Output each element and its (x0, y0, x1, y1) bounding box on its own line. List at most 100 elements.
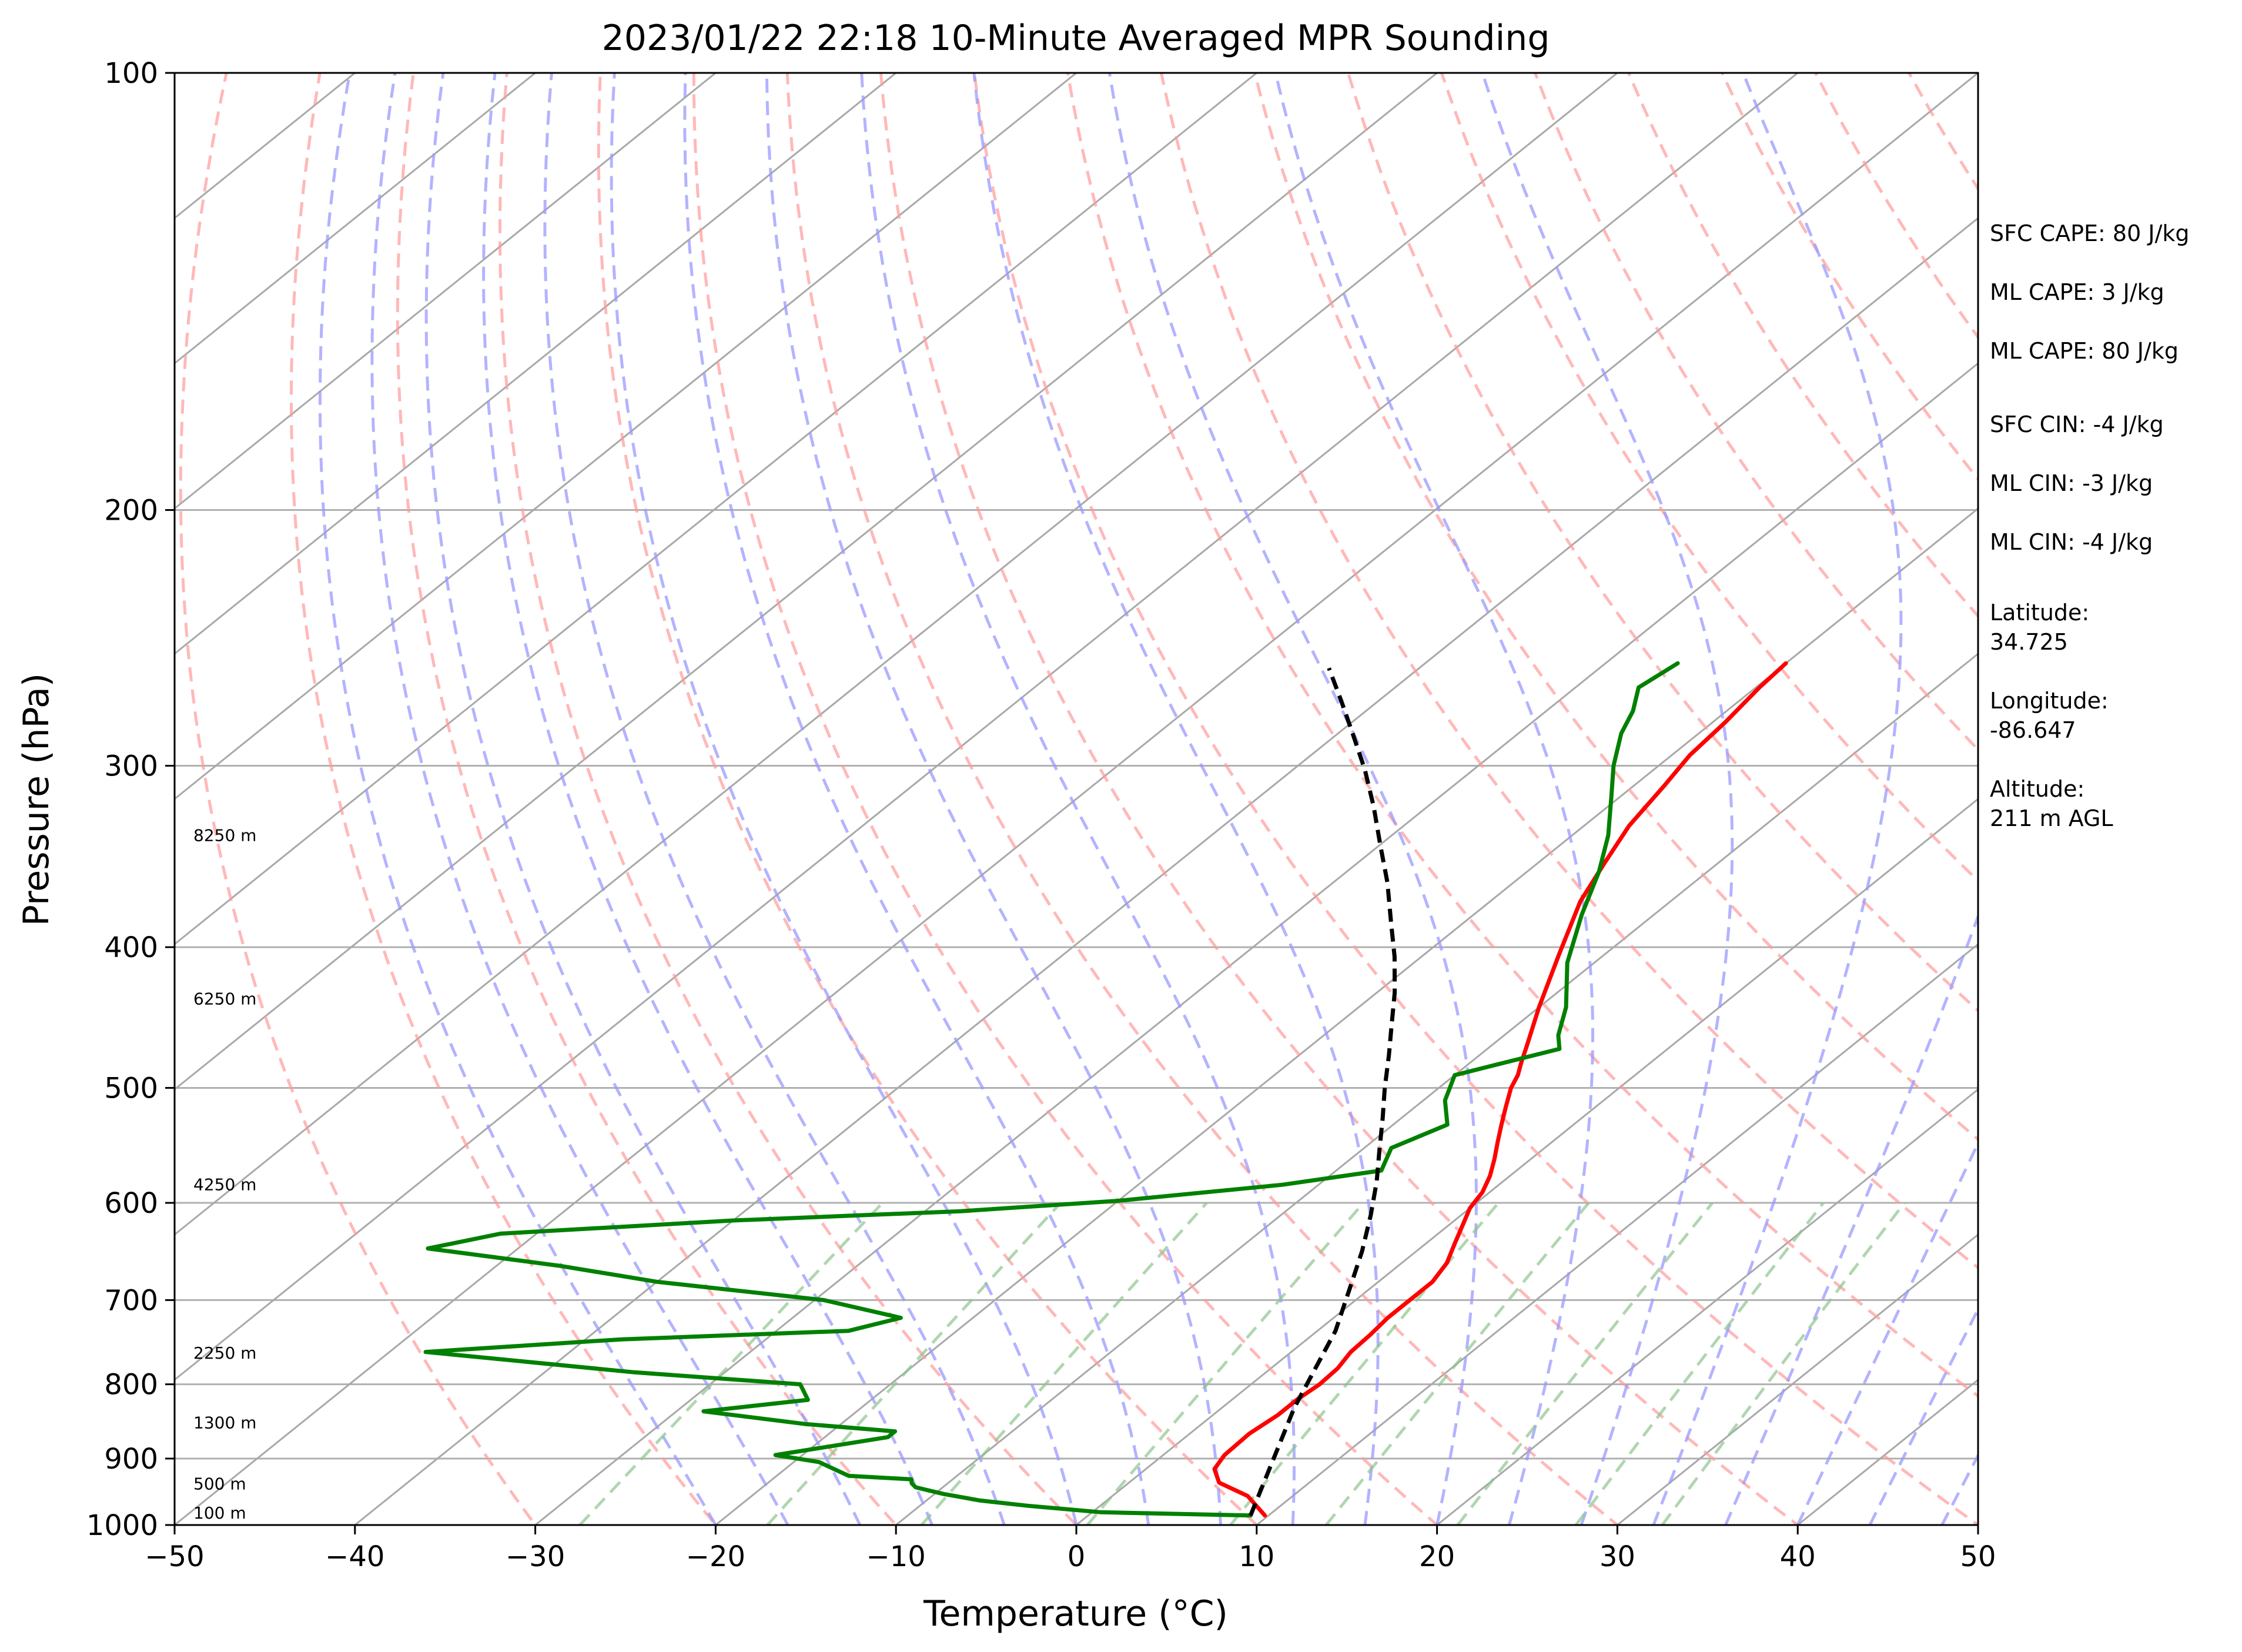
stats-line: Latitude: (1990, 600, 2089, 626)
dry-adiabat (1721, 73, 1978, 481)
mixing-ratio-line (1325, 1202, 1590, 1525)
x-axis-ticks: −50 −40 −30 −20 −10 0 10 20 30 40 50 (145, 1525, 1996, 1573)
dry-adiabat (289, 73, 718, 1525)
dry-adiabat (1534, 73, 1978, 752)
moist-adiabat (1107, 73, 1478, 1525)
stats-line: SFC CAPE: 80 J/kg (1990, 220, 2190, 246)
stats-line: ML CAPE: 80 J/kg (1990, 338, 2179, 364)
moist-adiabat (1796, 1139, 1978, 1525)
chart-title: 2023/01/22 22:18 10-Minute Averaged MPR … (602, 18, 1550, 59)
y-tick-label: 700 (104, 1284, 158, 1317)
height-labels: 8250 m 6250 m 4250 m 2250 m 1300 m 500 m 100 m (193, 825, 256, 1523)
dry-adiabat (972, 73, 1978, 1525)
moist-adiabat (370, 73, 789, 1525)
isotherm-line (175, 73, 897, 655)
mixing-ratio-line (1456, 1202, 1714, 1525)
parcel-profile-line (1249, 667, 1397, 1517)
stats-line: ML CIN: -4 J/kg (1990, 529, 2153, 555)
height-label: 6250 m (193, 989, 256, 1008)
dry-adiabat (1253, 73, 1978, 1142)
mixing-ratio-line (1229, 1202, 1500, 1525)
moist-adiabat (972, 73, 1380, 1525)
moist-adiabat (1868, 1306, 1978, 1525)
y-tick-label: 300 (104, 750, 158, 782)
reference-lines (175, 73, 1978, 1525)
stats-line: Altitude: (1990, 776, 2084, 802)
stats-line: Longitude: (1990, 688, 2109, 714)
isotherm-line (175, 73, 536, 364)
dry-adiabat (1066, 73, 1978, 1398)
isotherm-line (175, 73, 1978, 1525)
x-tick-label: −30 (506, 1540, 565, 1573)
stats-line: 211 m AGL (1990, 805, 2113, 831)
x-tick-label: −10 (866, 1540, 926, 1573)
stats-line: -86.647 (1990, 717, 2076, 743)
mixing-ratio-line (1574, 1202, 1825, 1525)
x-tick-label: 30 (1599, 1540, 1635, 1573)
isotherm-line (1617, 1233, 1978, 1525)
y-tick-label: 1000 (86, 1509, 158, 1542)
height-label: 100 m (193, 1503, 246, 1523)
isotherm-line (534, 362, 1978, 1525)
dewpoint-profile-line (423, 661, 1680, 1518)
height-label: 500 m (193, 1474, 246, 1493)
x-axis-title: Temperature (°C) (923, 1593, 1228, 1634)
moist-adiabat (1274, 73, 1594, 1525)
height-label: 8250 m (193, 825, 256, 845)
x-tick-label: 40 (1780, 1540, 1816, 1573)
y-tick-label: 500 (104, 1072, 158, 1105)
dry-adiabat (1440, 73, 1978, 883)
mixing-ratio-line (920, 1202, 1208, 1525)
stats-line: ML CIN: -3 J/kg (1990, 470, 2153, 496)
y-tick-label: 400 (104, 931, 158, 964)
profile-lines (423, 661, 1788, 1518)
y-tick-label: 600 (104, 1187, 158, 1220)
isotherm-line (175, 73, 1438, 1091)
y-tick-label: 100 (104, 57, 158, 90)
moist-adiabat (683, 73, 1150, 1525)
isotherm-line (1256, 943, 1978, 1525)
isotherm-line (1436, 1088, 1978, 1525)
y-axis-ticks: 1000 900 800 700 600 500 400 300 200 100 (86, 57, 175, 1542)
moist-adiabat (610, 73, 1078, 1525)
dry-adiabat (1814, 73, 1978, 340)
height-label: 1300 m (193, 1413, 256, 1433)
height-label: 4250 m (193, 1175, 256, 1194)
isotherm-line (175, 73, 1618, 1236)
y-tick-label: 800 (104, 1369, 158, 1402)
y-tick-label: 900 (104, 1443, 158, 1476)
dry-adiabat (179, 73, 537, 1525)
stats-line: 34.725 (1990, 629, 2068, 655)
dry-adiabat (692, 73, 1440, 1525)
moist-adiabat (543, 73, 1006, 1525)
dry-adiabat (785, 73, 1620, 1525)
dry-adiabat (498, 73, 1079, 1525)
x-tick-label: −50 (145, 1540, 204, 1573)
dry-adiabat (597, 73, 1259, 1525)
mixing-ratio-line (578, 1202, 884, 1525)
stats-line: SFC CIN: -4 J/kg (1990, 412, 2164, 437)
x-tick-label: 0 (1068, 1540, 1086, 1573)
isotherm-line (715, 507, 1978, 1525)
mixing-ratio-line (766, 1202, 1062, 1525)
moist-adiabat (765, 73, 1222, 1525)
mixing-ratio-line (1661, 1202, 1906, 1525)
moist-adiabat (318, 73, 717, 1525)
isotherm-line (175, 73, 1077, 800)
moist-adiabat (482, 73, 933, 1525)
moist-adiabat (860, 73, 1296, 1525)
x-tick-label: −20 (686, 1540, 745, 1573)
dry-adiabat (396, 73, 898, 1525)
dry-adiabat (1159, 73, 1978, 1270)
mixing-ratio-line (1086, 1202, 1365, 1525)
isotherm-line (895, 653, 1978, 1525)
isotherm-line (175, 73, 1257, 945)
isotherm-line (175, 73, 1799, 1381)
sounding-stats: SFC CAPE: 80 J/kg ML CAPE: 3 J/kg ML CAPE:… (1990, 220, 2190, 831)
x-tick-label: −40 (325, 1540, 384, 1573)
dry-adiabat (879, 73, 1801, 1525)
moist-adiabat (1724, 912, 1978, 1525)
x-tick-label: 10 (1239, 1540, 1274, 1573)
